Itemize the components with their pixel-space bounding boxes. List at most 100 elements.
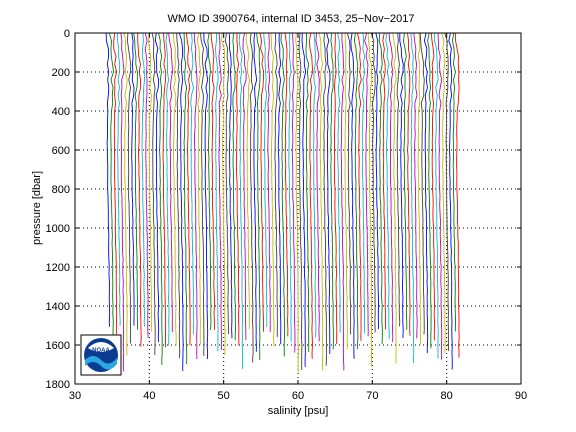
profile-line	[165, 32, 170, 346]
profile-line	[133, 32, 139, 330]
profile-line	[263, 32, 268, 328]
profile-lines	[105, 32, 460, 373]
y-axis-title: pressure [dbar]	[31, 171, 43, 245]
y-tick-label: 1600	[46, 340, 70, 352]
profile-line	[221, 32, 226, 355]
profile-line	[224, 32, 230, 335]
profile-line	[267, 32, 271, 332]
profile-line	[232, 32, 236, 341]
profile-line	[448, 32, 453, 370]
profile-line	[361, 32, 366, 334]
profile-line	[117, 32, 121, 326]
profile-line	[235, 32, 240, 346]
profile-line	[315, 32, 320, 342]
profile-line	[274, 32, 278, 338]
profile-line	[249, 32, 254, 363]
profile-line	[382, 32, 387, 330]
profile-line	[295, 32, 299, 373]
logo-wave	[85, 356, 117, 370]
profile-line	[407, 32, 411, 336]
y-tick-label: 400	[52, 106, 70, 118]
x-tick-label: 50	[218, 390, 230, 402]
profile-line	[137, 32, 142, 347]
profile-line	[214, 32, 219, 352]
x-tick-label: 70	[366, 390, 378, 402]
profile-line	[172, 32, 177, 346]
profile-line	[378, 32, 383, 344]
y-tick-label: 1400	[46, 301, 70, 313]
profile-line	[158, 32, 163, 365]
profile-line	[120, 32, 125, 372]
profile-line	[396, 32, 401, 327]
profile-line	[284, 32, 289, 337]
profile-line	[417, 32, 422, 345]
profile-line	[385, 32, 390, 340]
profile-line	[176, 32, 181, 359]
x-tick-label: 60	[292, 390, 304, 402]
x-tick-label: 30	[69, 390, 81, 402]
profile-line	[353, 32, 359, 350]
profile-line	[238, 32, 244, 369]
profile-line	[346, 32, 352, 335]
profile-line	[298, 32, 303, 370]
profile-line	[245, 32, 250, 330]
profile-line	[123, 32, 128, 356]
profile-line	[430, 32, 435, 341]
profile-line	[454, 32, 460, 358]
profile-line	[144, 32, 149, 338]
profile-line	[434, 32, 439, 359]
profile-line	[350, 32, 355, 359]
profile-line	[256, 32, 261, 360]
profile-line	[105, 32, 111, 327]
profile-line	[410, 32, 415, 363]
profile-line	[270, 32, 275, 347]
profile-line	[108, 32, 115, 350]
profile-line	[196, 32, 202, 345]
y-tick-label: 800	[52, 184, 70, 196]
y-tick-label: 1000	[46, 223, 70, 235]
profile-line	[291, 32, 296, 353]
profile-line	[423, 32, 429, 354]
profile-line	[218, 32, 223, 350]
profile-line	[193, 32, 198, 360]
profile-line	[277, 32, 282, 345]
profile-line	[308, 32, 314, 359]
profile-line	[437, 32, 443, 360]
profile-line	[337, 32, 341, 333]
profile-line	[364, 32, 369, 337]
profile-line	[162, 32, 167, 348]
profile-line	[203, 32, 209, 360]
logo-gull	[88, 342, 114, 352]
profile-line	[190, 32, 195, 335]
profile-line	[452, 32, 457, 332]
profile-line	[141, 32, 146, 327]
profile-line	[305, 32, 310, 352]
profile-line	[367, 32, 373, 367]
profile-line	[301, 32, 307, 368]
axis-ticks: 30 40 50 60 70 80 90 0 200 400 600 800 1000 1200 1400 1…	[46, 28, 528, 402]
profile-line	[441, 32, 446, 354]
profile-line	[388, 32, 394, 342]
profile-line	[427, 32, 432, 349]
profile-line	[178, 32, 184, 371]
profile-line	[419, 32, 425, 335]
profile-line	[126, 32, 132, 344]
y-tick-label: 600	[52, 145, 70, 157]
profile-line	[253, 32, 258, 352]
profile-line	[330, 32, 334, 350]
profile-line	[323, 32, 327, 366]
profile-line	[200, 32, 205, 356]
profile-line	[344, 32, 348, 350]
profile-line	[207, 32, 212, 331]
chart-title: WMO ID 3900764, internal ID 3453, 25−Nov…	[167, 13, 414, 25]
profile-line	[356, 32, 362, 341]
profile-line	[280, 32, 285, 357]
x-axis-title: salinity [psu]	[268, 405, 329, 417]
profile-line	[259, 32, 265, 332]
x-tick-label: 80	[441, 390, 453, 402]
profile-line	[242, 32, 247, 341]
y-tick-label: 1800	[46, 379, 70, 391]
profile-line	[168, 32, 173, 333]
y-tick-label: 200	[52, 67, 70, 79]
